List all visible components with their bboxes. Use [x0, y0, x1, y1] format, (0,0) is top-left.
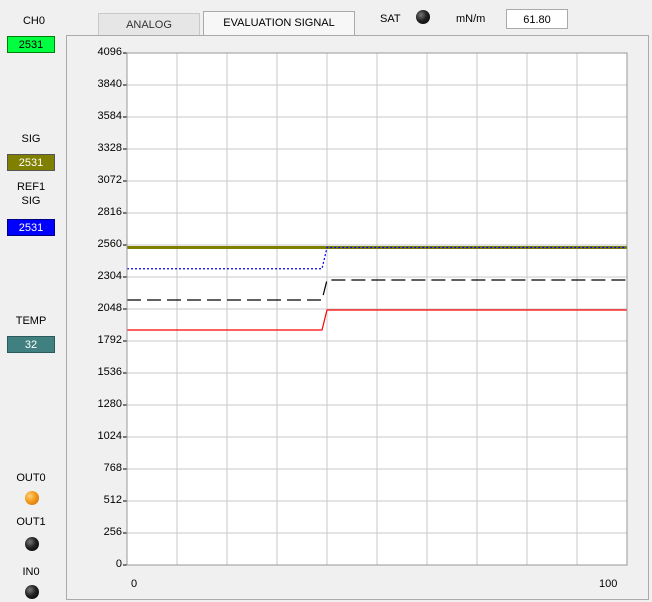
y-tick-label: 3840: [97, 78, 122, 90]
series-line-1: [127, 246, 627, 270]
series-line-3: [127, 309, 627, 331]
y-tick-label: 1024: [97, 430, 122, 442]
out0-label: OUT0: [16, 472, 46, 484]
out1-label: OUT1: [16, 516, 46, 528]
y-tick-label: 3328: [97, 142, 122, 154]
sig-value: 2531: [7, 154, 55, 171]
y-tick-label: 0: [115, 558, 122, 570]
ref1sig-label-line2: SIG: [21, 195, 41, 207]
y-tick-label: 1792: [97, 334, 122, 346]
y-tick-label: 256: [103, 526, 122, 538]
ch0-value: 2531: [7, 36, 55, 53]
y-tick-label: 1280: [97, 398, 122, 410]
sat-label: SAT: [380, 13, 401, 25]
y-tick-label: 512: [103, 494, 122, 506]
ref1sig-label-line1: REF1: [16, 181, 46, 193]
y-tick-label: 2304: [97, 270, 122, 282]
out0-led-icon: [25, 491, 39, 505]
sig-label: SIG: [21, 133, 41, 145]
plot-border: [126, 52, 628, 566]
series-group: [127, 246, 627, 331]
x-tick-label: 100: [599, 578, 618, 590]
y-tick-label: 1536: [97, 366, 122, 378]
tick-marks: [123, 52, 127, 566]
sat-led-icon: [416, 10, 430, 24]
y-tick-label: 2560: [97, 238, 122, 250]
y-tick-label: 3584: [97, 110, 122, 122]
tab-evaluation-signal[interactable]: EVALUATION SIGNAL: [203, 11, 355, 36]
y-tick-label: 4096: [97, 46, 122, 58]
y-tick-label: 3072: [97, 174, 122, 186]
series-line-2: [127, 279, 627, 301]
y-tick-label: 2816: [97, 206, 122, 218]
x-tick-label: 0: [131, 578, 138, 590]
unit-label: mN/m: [456, 13, 486, 25]
y-tick-label: 768: [103, 462, 122, 474]
ch0-label: CH0: [22, 15, 45, 27]
temp-value: 32: [7, 336, 55, 353]
temp-label: TEMP: [15, 315, 47, 327]
in0-label: IN0: [22, 566, 40, 578]
in0-led-icon: [25, 585, 39, 599]
unit-value-field: 61.80: [506, 9, 568, 29]
out1-led-icon: [25, 537, 39, 551]
y-tick-label: 2048: [97, 302, 122, 314]
ref1sig-value: 2531: [7, 219, 55, 236]
